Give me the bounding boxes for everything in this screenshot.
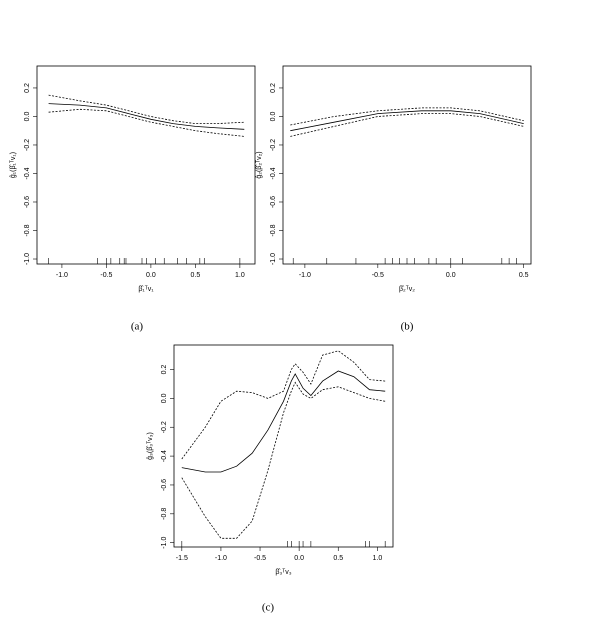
curve [290,113,524,137]
caption: (b) [401,321,414,333]
x-tick-label: -0.5 [100,272,112,279]
y-tick-label: 0.0 [270,111,277,121]
x-tick-label: -1.0 [299,272,311,279]
y-axis-label: ĝ₁(β̂₁ᵀv₁) [10,152,17,178]
y-axis-label: ĝ₃(β̂₃ᵀv₃) [147,432,154,460]
y-tick-label: -0.4 [24,167,31,179]
y-tick-label: -0.6 [270,196,277,208]
x-axis-label: β̂₂ᵀv₂ [399,286,415,293]
y-tick-label: 0.2 [270,83,277,93]
y-tick-label: -0.6 [161,479,168,491]
curve [290,110,524,132]
y-tick-label: -1.0 [270,253,277,265]
x-axis-label: β̂₃ᵀv₃ [275,569,291,576]
y-tick-label: 0.0 [24,111,31,121]
x-tick-label: 0.5 [333,555,343,562]
x-tick-label: -1.0 [215,555,227,562]
x-tick-label: -1.0 [56,272,68,279]
y-tick-label: -1.0 [24,253,31,265]
x-tick-label: 0.0 [446,272,456,279]
x-tick-label: 1.0 [372,555,382,562]
y-tick-label: -0.8 [24,224,31,236]
y-tick-label: -0.2 [24,139,31,151]
x-tick-label: 0.0 [294,555,304,562]
x-tick-label: -0.5 [372,272,384,279]
curve [48,103,245,130]
y-tick-label: -0.4 [270,167,277,179]
y-tick-label: 0.0 [161,393,168,403]
plot-frame [173,344,394,548]
curve [48,108,245,137]
y-tick-label: 0.2 [161,365,168,375]
y-tick-label: -0.2 [161,421,168,433]
x-tick-label: -0.5 [254,555,266,562]
y-tick-label: -0.8 [161,508,168,520]
y-axis-label: ĝ₂(β̂₂ᵀv₂) [256,151,263,178]
y-tick-label: -0.2 [270,139,277,151]
x-axis-label: β̂₁ᵀv₁ [138,286,154,293]
curve [181,350,386,460]
caption: (c) [262,602,275,614]
curve [181,381,386,539]
x-tick-label: 0.5 [519,272,529,279]
y-tick-label: -1.0 [161,537,168,549]
x-tick-label: 0.5 [191,272,201,279]
x-tick-label: 0.0 [146,272,156,279]
x-tick-label: 1.0 [235,272,245,279]
plot-frame [282,65,532,265]
caption: (a) [131,321,144,333]
y-tick-label: 0.2 [24,83,31,93]
y-tick-label: -0.4 [161,450,168,462]
y-tick-label: -0.6 [24,196,31,208]
y-tick-label: -0.8 [270,224,277,236]
curve [181,370,386,473]
x-tick-label: -1.5 [176,555,188,562]
plot-frame [36,65,256,265]
curve [290,107,524,126]
